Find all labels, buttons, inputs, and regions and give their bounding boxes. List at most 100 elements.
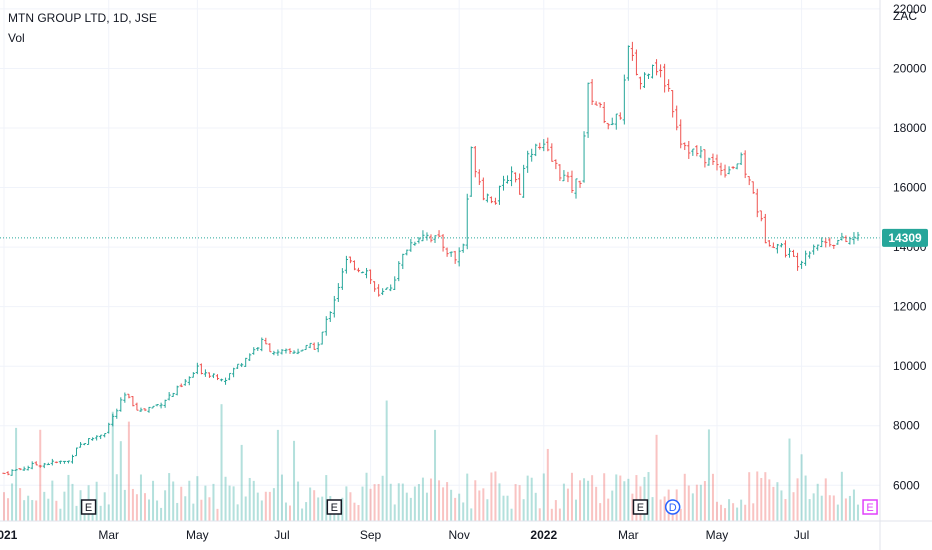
volume-bar xyxy=(695,484,698,521)
volume-bar xyxy=(454,497,457,521)
ohlc-bar xyxy=(642,72,647,88)
ohlc-bar xyxy=(272,350,276,356)
event-label: E xyxy=(866,502,873,514)
ohlc-bar xyxy=(836,239,840,245)
x-axis-ticks: 2021 Mar May Jul Sep Nov 2022 Mar May Jul xyxy=(0,528,809,542)
ohlc-bar xyxy=(667,79,671,92)
volume-bar xyxy=(756,471,759,521)
earnings-marker[interactable]: E xyxy=(862,499,878,515)
volume-bar xyxy=(482,488,485,521)
ohlc-bar xyxy=(344,255,348,274)
volume-bar xyxy=(724,508,727,521)
ohlc-bar xyxy=(95,435,99,441)
volume-bar xyxy=(425,492,428,521)
ohlc-bar xyxy=(171,392,175,397)
volume-bar xyxy=(160,507,163,521)
earnings-marker[interactable]: E xyxy=(80,499,97,515)
volume-bar xyxy=(272,488,275,521)
ohlc-bar xyxy=(393,276,397,290)
volume-bar xyxy=(607,498,610,521)
ohlc-bar xyxy=(107,422,111,434)
earnings-marker[interactable]: E xyxy=(632,499,649,515)
ohlc-bar xyxy=(316,342,320,353)
ohlc-bar xyxy=(550,143,554,162)
volume-bar xyxy=(852,489,855,521)
volume-bar xyxy=(51,480,54,521)
ohlc-bar xyxy=(703,149,707,168)
ohlc-bar xyxy=(38,465,42,468)
ohlc-bar xyxy=(832,244,836,249)
ohlc-bar xyxy=(99,434,103,440)
volume-bar xyxy=(95,481,98,521)
volume-bar xyxy=(498,483,501,521)
volume-bar xyxy=(429,478,432,521)
volume-bar xyxy=(599,503,602,521)
ohlc-bar xyxy=(46,462,50,466)
volume-bar xyxy=(305,502,308,521)
ohlc-bar xyxy=(824,237,828,248)
volume-bar xyxy=(309,487,312,521)
ohlc-bar xyxy=(227,372,232,381)
volume-bar xyxy=(280,474,283,521)
ohlc-bar xyxy=(477,169,481,185)
volume-bar xyxy=(55,500,58,521)
volume-bar xyxy=(317,497,320,521)
volume-bar xyxy=(220,404,223,521)
ohlc-bar xyxy=(18,468,22,471)
volume-bar xyxy=(244,496,247,521)
ohlc-bar xyxy=(413,241,417,246)
volume-bar xyxy=(848,495,851,521)
event-label: E xyxy=(85,502,92,514)
volume-bar xyxy=(156,500,159,521)
volume-bar xyxy=(812,493,815,521)
dividend-marker[interactable]: D xyxy=(664,499,681,515)
volume-bar xyxy=(591,475,594,521)
volume-bar xyxy=(470,508,473,521)
ohlc-bar xyxy=(207,372,212,378)
volume-bar xyxy=(538,508,541,521)
ohlc-bar xyxy=(364,267,369,279)
volume-bar xyxy=(736,507,739,521)
volume-bar xyxy=(836,504,839,521)
volume-bar xyxy=(47,498,50,521)
ohlc-bar xyxy=(26,465,30,471)
volume-bar xyxy=(562,483,565,521)
earnings-marker[interactable]: E xyxy=(326,499,343,515)
ohlc-bar xyxy=(348,256,353,264)
volume-bar xyxy=(212,483,215,521)
ohlc-bar xyxy=(54,461,58,464)
x-tick-label: Mar xyxy=(618,528,639,542)
ohlc-bar xyxy=(763,213,767,244)
volume-bar xyxy=(740,499,743,521)
grid xyxy=(0,0,880,521)
volume-bar xyxy=(268,491,271,521)
ohlc-bar xyxy=(340,268,344,290)
volume-bar xyxy=(365,472,368,521)
volume-bar xyxy=(59,508,62,521)
volume-bar xyxy=(421,477,424,521)
ohlc-bar xyxy=(578,180,582,188)
y-tick-label: 12000 xyxy=(893,300,927,314)
ohlc-bar xyxy=(50,458,54,466)
volume-bar xyxy=(550,508,553,521)
volume-bar xyxy=(236,504,239,521)
volume-bar xyxy=(796,478,799,521)
volume-bar xyxy=(832,495,835,521)
ohlc-bar xyxy=(715,154,719,171)
volume-bar xyxy=(389,483,392,521)
ohlc-bar xyxy=(671,90,675,118)
ohlc-bar xyxy=(799,260,804,269)
ohlc-bar xyxy=(103,433,107,438)
ohlc-bar xyxy=(453,250,457,264)
ohlc-bar xyxy=(787,248,792,258)
ohlc-bar xyxy=(328,311,332,322)
volume-bar xyxy=(79,490,82,521)
ohlc-bar xyxy=(570,170,574,193)
ohlc-bar xyxy=(139,407,143,412)
volume-bar xyxy=(164,490,167,521)
ohlc-bar xyxy=(735,163,739,170)
ohlc-bar xyxy=(497,185,502,205)
ohlc-bar xyxy=(779,242,784,248)
